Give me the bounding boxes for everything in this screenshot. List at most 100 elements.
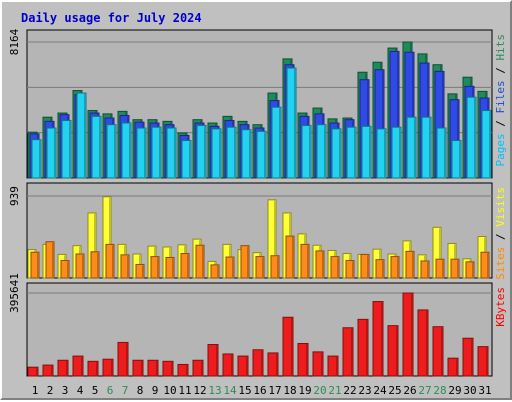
bar-shadow (262, 257, 264, 278)
x-tick-label-day-21: 21 (328, 384, 341, 397)
bar-sites-day-9 (150, 256, 160, 279)
bar-pages-day-18 (286, 67, 297, 179)
bar-shadow (427, 261, 429, 278)
bar-pages-day-5 (91, 115, 102, 179)
bar-shadow (322, 251, 324, 278)
bar-shadow (442, 72, 444, 178)
bar-kbytes-day-26 (402, 292, 414, 377)
x-tick-label-day-28: 28 (433, 384, 446, 397)
bar-shadow (369, 127, 371, 178)
bar-pages-day-10 (166, 127, 177, 179)
bar-pages-day-26 (406, 116, 417, 179)
bar-shadow (399, 128, 401, 178)
bar-sites-day-20 (315, 250, 325, 279)
bar-shadow (291, 318, 293, 376)
bar-kbytes-day-2 (42, 364, 54, 377)
bar-shadow (202, 246, 204, 278)
bar-shadow (201, 361, 203, 376)
bar-shadow (112, 245, 114, 278)
bar-kbytes-day-30 (462, 337, 474, 377)
bar-shadow (69, 121, 71, 178)
bar-sites-day-21 (330, 256, 340, 279)
panel-bottom-ymax-label: 395641 (8, 273, 21, 313)
x-tick-label-day-6: 6 (107, 384, 114, 397)
bar-shadow (486, 347, 488, 376)
bar-shadow (261, 350, 263, 376)
x-tick-label-day-15: 15 (238, 384, 251, 397)
bar-sites-day-28 (435, 258, 445, 279)
bar-shadow (367, 255, 369, 278)
bar-kbytes-day-9 (147, 359, 159, 377)
bar-shadow (306, 344, 308, 376)
bar-sites-day-23 (360, 253, 370, 279)
bar-shadow (36, 368, 38, 376)
x-tick-label-day-5: 5 (92, 384, 99, 397)
bar-kbytes-day-3 (57, 359, 69, 377)
bar-shadow (82, 254, 84, 278)
bar-shadow (321, 352, 323, 376)
bar-kbytes-day-17 (267, 352, 279, 377)
bar-shadow (189, 141, 191, 178)
bar-shadow (472, 262, 474, 278)
panel-top-ymax-label: 8164 (8, 28, 21, 55)
panel-middle-ymax-label: 939 (8, 186, 21, 206)
bar-shadow (99, 117, 101, 178)
bar-shadow (444, 129, 446, 178)
bar-shadow (381, 302, 383, 376)
x-tick-label-day-14: 14 (223, 384, 237, 397)
x-tick-label-day-9: 9 (152, 384, 159, 397)
bar-sites-day-14 (225, 256, 235, 279)
bar-kbytes-day-12 (192, 359, 204, 377)
bar-sites-day-5 (90, 251, 100, 279)
bar-shadow (249, 130, 251, 178)
bar-shadow (366, 320, 368, 376)
bar-kbytes-day-20 (312, 351, 324, 377)
x-tick-label-day-25: 25 (388, 384, 401, 397)
bar-pages-day-2 (46, 127, 57, 179)
x-tick-label-day-10: 10 (163, 384, 176, 397)
bar-shadow (487, 253, 489, 278)
bar-sites-day-25 (390, 256, 400, 279)
x-tick-label-day-20: 20 (313, 384, 326, 397)
bar-shadow (457, 260, 459, 278)
bar-sites-day-22 (345, 260, 355, 279)
bar-kbytes-day-22 (342, 327, 354, 377)
bar-shadow (337, 257, 339, 278)
panel-middle-legend-part: / (494, 227, 507, 247)
bar-shadow (309, 126, 311, 178)
bar-shadow (279, 108, 281, 178)
bar-kbytes-day-19 (297, 342, 309, 377)
bar-shadow (456, 359, 458, 376)
bar-shadow (141, 361, 143, 376)
x-tick-label-day-18: 18 (283, 384, 296, 397)
bar-pages-day-1 (31, 139, 42, 179)
bar-sites-day-15 (240, 245, 250, 279)
bar-shadow (471, 339, 473, 376)
bar-pages-day-28 (436, 127, 447, 179)
bar-kbytes-day-25 (387, 325, 399, 377)
bar-kbytes-day-1 (27, 366, 39, 377)
panel-top-legend-label: Pages / Files / Hits (494, 34, 507, 167)
bar-pages-day-15 (241, 129, 252, 179)
bar-shadow (174, 129, 176, 178)
bar-pages-day-27 (421, 116, 432, 179)
bar-kbytes-day-14 (222, 353, 234, 377)
bar-kbytes-day-29 (447, 357, 459, 377)
panel-top-legend-part: Hits (494, 34, 507, 61)
x-tick-labels: 1 2 3 4 5 6 7 8 9 10 11 12 13 14 15 16 17 18 19 20 21 22 23 24 2… (32, 384, 492, 397)
bar-shadow (54, 129, 56, 178)
bar-pages-day-9 (151, 126, 162, 179)
x-tick-label-day-2: 2 (47, 384, 54, 397)
bar-pages-day-17 (271, 106, 282, 179)
x-tick-label-day-26: 26 (403, 384, 416, 397)
bar-shadow (274, 200, 276, 278)
bar-sites-day-2 (45, 241, 55, 279)
bar-shadow (142, 265, 144, 278)
bar-shadow (439, 228, 441, 278)
bar-shadow (172, 258, 174, 278)
bar-shadow (397, 257, 399, 278)
panel-middle-legend-part: Sites (494, 247, 507, 280)
bar-pages-day-14 (226, 126, 237, 179)
bar-kbytes-day-8 (132, 359, 144, 377)
bar-shadow (234, 128, 236, 178)
